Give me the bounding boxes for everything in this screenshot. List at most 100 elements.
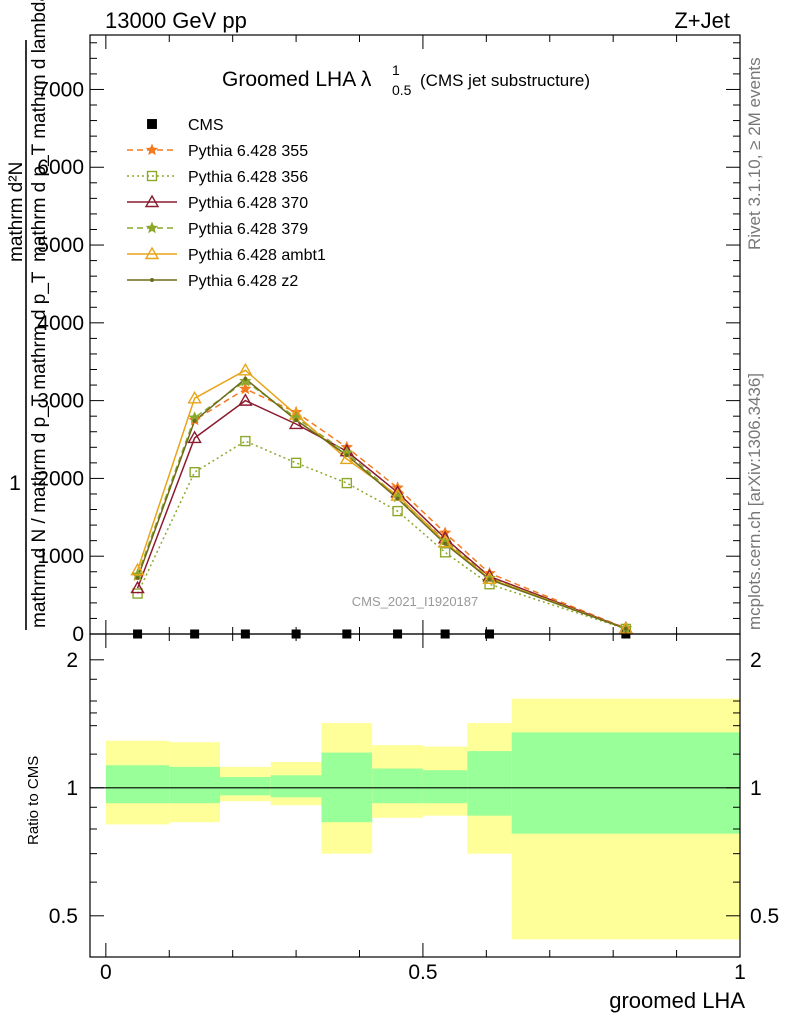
y-axis-label-denominator: mathrm d N / mathrm d p_T mathrm d p_T xyxy=(29,271,50,628)
legend-label-pythia-6-428-355: Pythia 6.428 355 xyxy=(188,143,308,160)
y-tick-label: 7000 xyxy=(37,78,84,101)
series-line-pythia-6-428-z2 xyxy=(136,377,627,630)
ratio-y-tick-label: 2 xyxy=(66,649,78,672)
data-point-pythia-6-428-379 xyxy=(483,571,496,584)
side-source-label: mcplots.cern.ch [arXiv:1306.3436] xyxy=(745,373,764,630)
ratio-y-tick-label-right: 2 xyxy=(750,649,762,672)
legend-label-pythia-6-428-z2: Pythia 6.428 z2 xyxy=(188,273,298,290)
ratio-y-tick-label-right: 1 xyxy=(750,777,762,800)
data-point-pythia-6-428-z2 xyxy=(192,418,197,423)
legend-marker-pythia-6-428-z2 xyxy=(150,278,154,282)
chart-title-superscript: 1 xyxy=(392,62,400,78)
series-line-pythia-6-428-356 xyxy=(136,440,627,630)
data-point-pythia-6-428-z2 xyxy=(294,418,299,423)
data-point-pythia-6-428-379 xyxy=(289,411,303,423)
legend-label-pythia-6-428-379: Pythia 6.428 379 xyxy=(188,221,308,238)
main-y-axis-label: 1 mathrm d N / mathrm d p_T mathrm d p_T… xyxy=(6,0,50,630)
data-point-pythia-6-428-z2 xyxy=(395,496,400,501)
x-tick-label: 0.5 xyxy=(408,961,437,984)
y-axis-label-right-denominator: mathrm d p_T mathrm d lambda xyxy=(29,0,50,262)
y-tick-label: 1000 xyxy=(37,545,84,568)
legend-label-pythia-6-428-370: Pythia 6.428 370 xyxy=(188,195,308,212)
watermark-label: CMS_2021_I1920187 xyxy=(352,594,479,609)
y-tick-label: 3000 xyxy=(37,390,84,413)
legend-marker-pythia-6-428-370 xyxy=(144,194,160,208)
data-point-pythia-6-428-z2 xyxy=(443,541,448,546)
data-point-pythia-6-428-356 xyxy=(439,547,451,558)
series-line-pythia-6-428-355 xyxy=(136,388,627,629)
data-point-pythia-6-428-ambt1 xyxy=(618,621,634,634)
data-point-pythia-6-428-370 xyxy=(187,430,202,444)
data-point-pythia-6-428-ambt1 xyxy=(238,362,253,376)
legend-label-cms: CMS xyxy=(188,117,224,134)
chart-title-group: Groomed LHA λ 1 0.5 (CMS jet substructure) xyxy=(222,62,590,98)
data-point-pythia-6-428-356 xyxy=(132,588,143,599)
series-line-pythia-6-428-379 xyxy=(136,380,627,630)
y-tick-label: 2000 xyxy=(37,467,84,490)
data-point-pythia-6-428-356 xyxy=(290,457,302,469)
chart-title: Groomed LHA λ xyxy=(222,68,372,91)
data-point-pythia-6-428-356 xyxy=(189,466,200,478)
ratio-band-green xyxy=(169,766,220,804)
data-point-pythia-6-428-370 xyxy=(238,393,253,406)
side-version-label: Rivet 3.1.10, ≥ 2M events xyxy=(745,57,764,250)
legend-marker-pythia-6-428-355 xyxy=(145,143,159,156)
data-point-pythia-6-428-370 xyxy=(288,416,304,430)
ratio-y-tick-label-right: 0.5 xyxy=(750,905,779,928)
ratio-panel: 0.5 0.5 1 1 2 2 0 0.5 1 Ratio to CMS groomed LHA xyxy=(25,633,779,1013)
series-line-pythia-6-428-ambt1 xyxy=(136,369,627,630)
y-tick-label: 0 xyxy=(72,623,84,646)
main-panel: 0 1000 2000 3000 4000 5000 6000 7000 Groomed LH… xyxy=(37,34,741,646)
chart-title-subscript: 0.5 xyxy=(392,82,412,98)
data-point-pythia-6-428-379 xyxy=(188,411,201,423)
ratio-band-green xyxy=(467,751,512,816)
data-point-pythia-6-428-z2 xyxy=(243,376,248,381)
ratio-band-green xyxy=(422,770,468,804)
x-tick-label: 1 xyxy=(734,961,746,984)
ratio-ticks: 0.5 0.5 1 1 2 2 0 0.5 1 xyxy=(49,634,779,984)
ratio-plot-frame xyxy=(89,633,741,958)
header-process-label: Z+Jet xyxy=(674,8,730,33)
data-point-pythia-6-428-z2 xyxy=(487,577,492,582)
x-axis-label: groomed LHA xyxy=(609,988,745,1013)
legend-marker-pythia-6-428-ambt1 xyxy=(144,246,160,260)
x-tick-label: 0 xyxy=(100,961,112,984)
data-point-pythia-6-428-z2 xyxy=(135,575,140,580)
y-tick-label: 6000 xyxy=(37,156,84,179)
data-point-pythia-6-428-z2 xyxy=(623,626,628,631)
ratio-band-green xyxy=(270,775,322,798)
legend-marker-pythia-6-428-379 xyxy=(145,221,159,234)
legend-marker-cms xyxy=(147,119,157,129)
data-point-pythia-6-428-355 xyxy=(239,382,252,395)
data-point-pythia-6-428-ambt1 xyxy=(437,534,453,548)
ratio-band-green xyxy=(511,732,740,834)
data-point-pythia-6-428-356 xyxy=(341,477,353,489)
data-point-pythia-6-428-356 xyxy=(392,505,403,517)
ratio-band-green xyxy=(105,765,170,804)
legend-marker-pythia-6-428-356 xyxy=(146,170,158,182)
data-point-pythia-6-428-ambt1 xyxy=(339,451,355,465)
y-axis-label-right-numerator: mathrm d²N xyxy=(6,162,27,262)
legend: CMS Pythia 6.428 355 Pythia 6.428 356 Pythi… xyxy=(127,117,326,290)
legend-label-pythia-6-428-356: Pythia 6.428 356 xyxy=(188,169,308,186)
header-collision-label: 13000 GeV pp xyxy=(105,8,247,33)
data-point-pythia-6-428-356 xyxy=(240,435,251,447)
ratio-band-green xyxy=(220,777,271,796)
y-tick-label: 5000 xyxy=(37,234,84,257)
data-point-pythia-6-428-370 xyxy=(130,580,145,594)
data-point-pythia-6-428-ambt1 xyxy=(130,562,145,576)
y-axis-label-numerator: 1 xyxy=(9,472,21,495)
main-y-ticks: 0 1000 2000 3000 4000 5000 6000 7000 xyxy=(37,35,741,646)
chart-title-suffix: (CMS jet substructure) xyxy=(420,71,590,90)
legend-label-pythia-6-428-ambt1: Pythia 6.428 ambt1 xyxy=(188,247,326,264)
ratio-y-tick-label: 1 xyxy=(66,777,78,800)
ratio-y-axis-label: Ratio to CMS xyxy=(25,756,42,845)
data-point-pythia-6-428-ambt1 xyxy=(187,390,202,404)
data-point-pythia-6-428-z2 xyxy=(344,453,349,458)
data-point-pythia-6-428-ambt1 xyxy=(482,571,497,584)
ratio-y-tick-label: 0.5 xyxy=(49,905,78,928)
main-series-lines xyxy=(136,369,627,630)
ratio-band-green xyxy=(372,768,423,804)
y-tick-label: 4000 xyxy=(37,312,84,335)
